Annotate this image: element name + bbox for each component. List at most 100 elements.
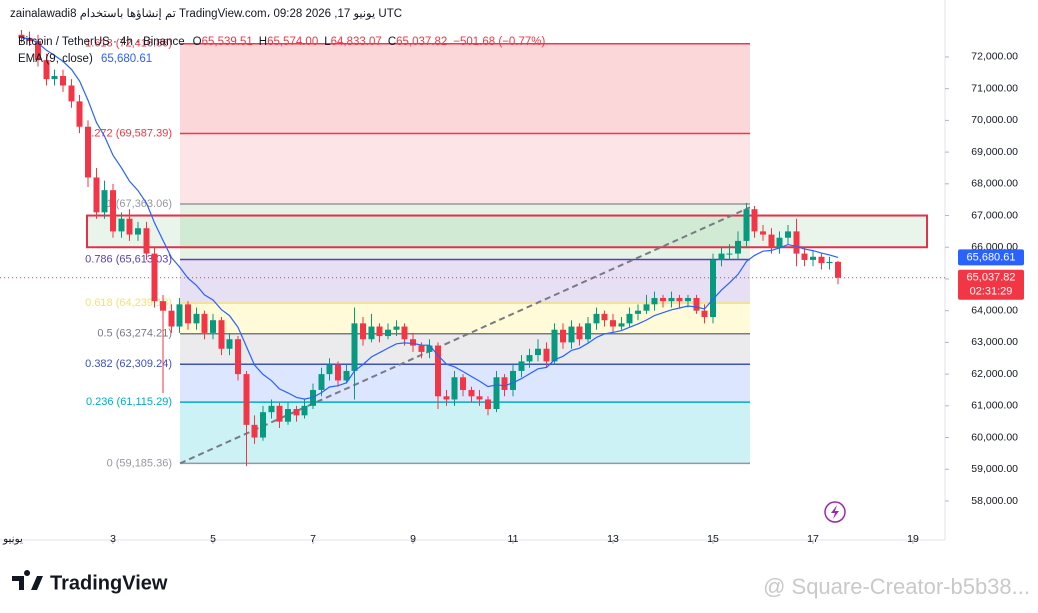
candle-body <box>718 253 725 260</box>
price-tag-timer: 02:31:29 <box>970 286 1013 298</box>
logo-text: TradingView <box>50 572 168 594</box>
y-tick-label: 59,000.00 <box>971 463 1018 475</box>
candle-body <box>743 209 750 241</box>
candle-body <box>818 256 825 264</box>
candle-body <box>710 259 716 318</box>
candle-body <box>835 261 841 278</box>
candle-body <box>726 253 733 255</box>
y-tick-label: 60,000.00 <box>971 431 1018 443</box>
y-tick-label: 71,000.00 <box>971 82 1018 94</box>
candle-body <box>176 304 183 327</box>
candle-body <box>51 75 58 80</box>
candle-body <box>110 190 116 232</box>
y-tick-label: 58,000.00 <box>971 495 1018 507</box>
y-tick-label: 63,000.00 <box>971 336 1018 348</box>
ema-value: 65,680.61 <box>101 53 152 65</box>
candle-body <box>810 256 816 260</box>
bolt-icon[interactable] <box>824 501 846 523</box>
candle-body <box>476 396 483 400</box>
x-tick-label: 13 <box>607 533 619 545</box>
y-tick-label: 69,000.00 <box>971 146 1018 158</box>
plot-area: 58,000.00 59,000.00 60,000.00 61,000.00 62,0… <box>0 0 1024 545</box>
candle-body <box>460 377 466 390</box>
ohlc-value: 65,539.51 <box>202 36 253 48</box>
fib-label: 0.382 (62,309.24) <box>85 358 172 370</box>
x-tick-label: 15 <box>707 533 719 545</box>
candle-body <box>68 85 75 102</box>
fib-label: 1.618 (72,416.86) <box>85 38 172 50</box>
candle-body <box>410 339 416 346</box>
y-tick-label: 67,000.00 <box>971 209 1018 221</box>
candle-body <box>35 41 41 61</box>
y-tick-label: 61,000.00 <box>971 400 1018 412</box>
candle-body <box>210 320 216 333</box>
candle-body <box>76 101 83 127</box>
candle-body <box>43 60 50 80</box>
y-tick-label: 64,000.00 <box>971 304 1018 316</box>
candle-body <box>593 313 600 324</box>
candle-body <box>735 240 741 254</box>
candle-body <box>101 190 108 213</box>
fib-zone <box>180 133 750 205</box>
x-tick-label: 3 <box>110 533 116 545</box>
candle-body <box>801 253 808 260</box>
candle-body <box>218 320 225 349</box>
ohlc-value: 64,833.07 <box>331 36 382 48</box>
candle-body <box>651 297 658 305</box>
candle-body <box>560 329 566 343</box>
candle-body <box>826 261 833 264</box>
x-tick-label: 5 <box>210 533 216 545</box>
candle-body <box>326 364 333 375</box>
x-tick-label: يونيو <box>2 533 23 545</box>
candle-body <box>693 297 700 311</box>
x-tick-label: 9 <box>410 533 416 545</box>
candle-body <box>193 313 200 324</box>
candle-body <box>360 323 366 340</box>
candle-body <box>793 231 800 254</box>
candle-body <box>418 345 425 352</box>
candle-body <box>768 234 775 248</box>
y-tick-label: 72,000.00 <box>971 51 1018 63</box>
price-tag-label: 65,680.61 <box>967 251 1016 263</box>
fib-zone <box>180 43 750 134</box>
candle-body <box>151 253 158 302</box>
fib-label: 0.5 (63,274.21) <box>97 328 172 340</box>
fib-label: 1 (67,363.06) <box>107 198 172 210</box>
ohlc-key: H <box>259 36 267 48</box>
candle-body <box>251 424 258 438</box>
fib-label: 0.236 (61,115.29) <box>86 396 172 408</box>
candle-body <box>643 304 650 311</box>
fib-label: 0.618 (64,239.18) <box>85 297 172 309</box>
candle-body <box>443 396 450 400</box>
price-tag <box>958 269 1024 300</box>
candle-body <box>318 374 325 390</box>
candle-body <box>618 323 625 327</box>
ema-legend: EMA (9, close) <box>18 53 93 65</box>
candle-body <box>601 313 608 321</box>
ohlc-value: 65,037.82 <box>396 36 447 48</box>
candle-body <box>501 377 508 390</box>
fib-label: 0 (59,185.36) <box>107 457 172 469</box>
y-tick-label: 62,000.00 <box>971 368 1018 380</box>
candle-body <box>635 310 641 314</box>
candle-body <box>401 326 408 340</box>
x-tick-label: 11 <box>508 533 519 545</box>
candle-body <box>393 326 400 330</box>
fib-label: 1.272 (69,587.39) <box>85 127 172 139</box>
candle-body <box>676 297 683 302</box>
candle-body <box>368 326 375 340</box>
fib-zone <box>180 333 750 365</box>
candle-body <box>660 297 666 302</box>
candle-body <box>585 323 591 340</box>
candle-body <box>510 370 516 390</box>
candle-body <box>385 329 391 337</box>
symbol-title: Bitcoin / TetherUS · 4h · Binance <box>18 36 185 48</box>
x-tick-label: 17 <box>807 533 819 545</box>
ohlc-value: 65,574.00 <box>267 36 318 48</box>
ema-line <box>21 37 839 400</box>
fib-zone <box>180 402 750 464</box>
candle-body <box>760 231 766 235</box>
watermark: @ Square-Creator-b5b38... <box>763 574 1030 599</box>
candle-body <box>468 389 475 397</box>
fib-zone <box>180 259 750 304</box>
